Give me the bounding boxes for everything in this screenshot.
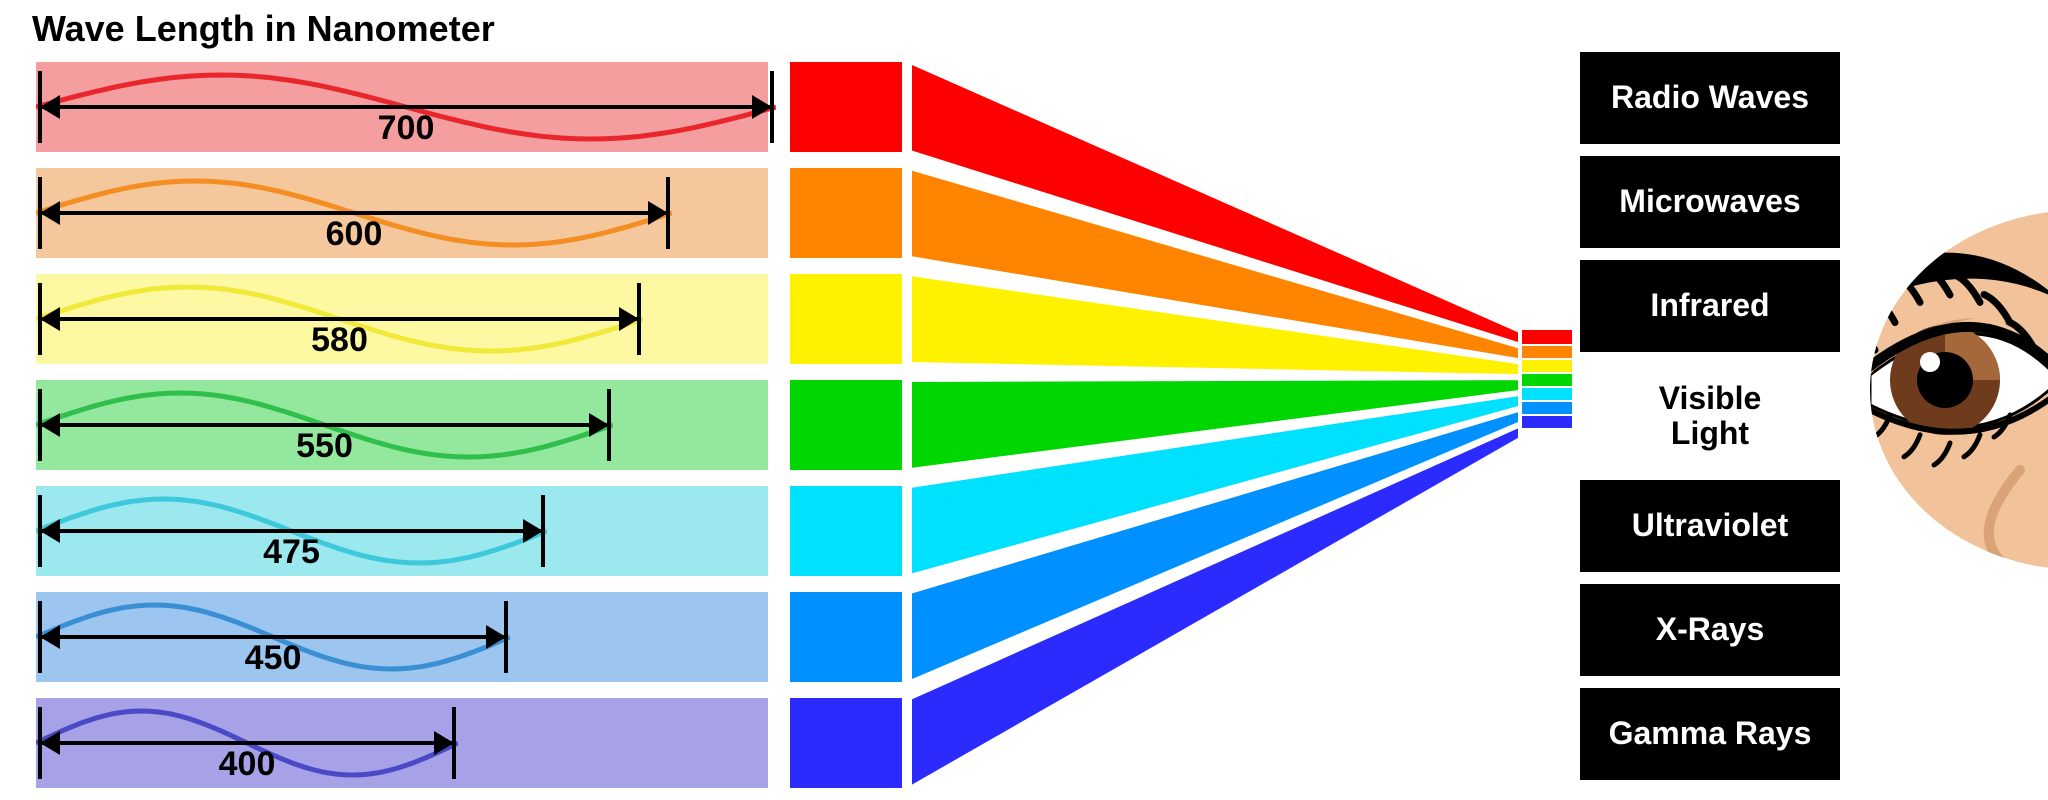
- wavelength-bars: 700 600 580 550 475 450 400: [32, 58, 772, 800]
- em-item: Microwaves: [1580, 156, 1840, 248]
- wavelength-bar: 580: [32, 270, 772, 368]
- em-item: Radio Waves: [1580, 52, 1840, 144]
- wavelength-value: 450: [36, 639, 510, 678]
- color-swatch: [786, 482, 906, 580]
- em-item: X-Rays: [1580, 584, 1840, 676]
- wavelength-value: 550: [36, 427, 613, 466]
- wavelength-value: 475: [36, 533, 547, 572]
- color-swatch: [786, 164, 906, 262]
- wavelength-value: 400: [36, 745, 458, 784]
- mini-spectrum: [1522, 330, 1572, 428]
- em-item: Infrared: [1580, 260, 1840, 352]
- mini-swatch: [1522, 330, 1572, 344]
- em-spectrum-list: Radio Waves Microwaves Infrared VisibleLigh…: [1580, 52, 1840, 792]
- solid-color-strip: [786, 58, 906, 800]
- eye-icon: [1850, 210, 2048, 570]
- wavelength-bar: 450: [32, 588, 772, 686]
- wavelength-value: 600: [36, 215, 672, 254]
- mini-swatch: [1522, 386, 1572, 400]
- mini-swatch: [1522, 414, 1572, 428]
- em-item-visible-light: VisibleLight: [1580, 364, 1840, 468]
- wavelength-bar: 600: [32, 164, 772, 262]
- converging-rays: [910, 58, 1520, 798]
- color-swatch: [786, 58, 906, 156]
- mini-swatch: [1522, 358, 1572, 372]
- color-swatch: [786, 376, 906, 474]
- wavelength-bar: 400: [32, 694, 772, 792]
- color-swatch: [786, 694, 906, 792]
- mini-swatch: [1522, 372, 1572, 386]
- wavelength-value: 580: [36, 321, 643, 360]
- wavelength-value: 700: [36, 109, 776, 148]
- wavelength-bar: 700: [32, 58, 772, 156]
- color-swatch: [786, 270, 906, 368]
- em-item: Ultraviolet: [1580, 480, 1840, 572]
- diagram-title: Wave Length in Nanometer: [32, 8, 495, 50]
- mini-swatch: [1522, 344, 1572, 358]
- wavelength-bar: 475: [32, 482, 772, 580]
- mini-swatch: [1522, 400, 1572, 414]
- wavelength-bar: 550: [32, 376, 772, 474]
- em-item: Gamma Rays: [1580, 688, 1840, 780]
- color-swatch: [786, 588, 906, 686]
